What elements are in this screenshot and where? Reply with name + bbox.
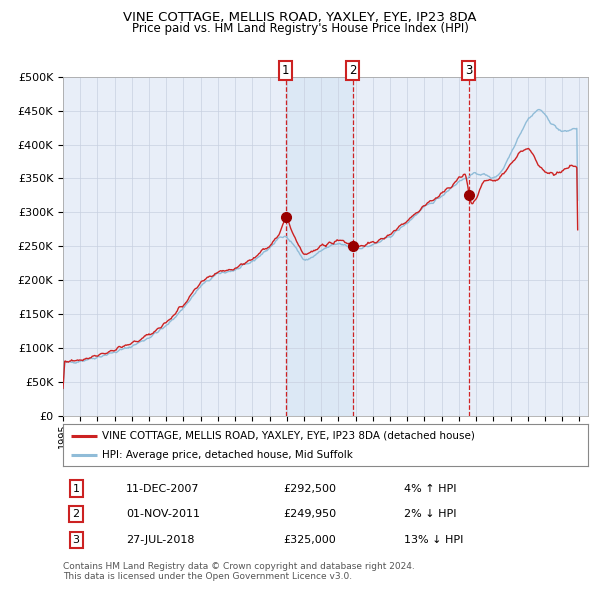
Text: £249,950: £249,950	[284, 509, 337, 519]
Text: £325,000: £325,000	[284, 535, 336, 545]
Text: 2: 2	[349, 64, 356, 77]
Text: VINE COTTAGE, MELLIS ROAD, YAXLEY, EYE, IP23 8DA (detached house): VINE COTTAGE, MELLIS ROAD, YAXLEY, EYE, …	[103, 431, 475, 441]
Text: 11-DEC-2007: 11-DEC-2007	[126, 484, 199, 493]
Text: £292,500: £292,500	[284, 484, 337, 493]
Text: 1: 1	[73, 484, 80, 493]
Text: 3: 3	[73, 535, 80, 545]
Text: Contains HM Land Registry data © Crown copyright and database right 2024.: Contains HM Land Registry data © Crown c…	[63, 562, 415, 571]
Text: 2: 2	[73, 509, 80, 519]
Text: HPI: Average price, detached house, Mid Suffolk: HPI: Average price, detached house, Mid …	[103, 451, 353, 460]
Text: 1: 1	[282, 64, 289, 77]
Bar	[286, 77, 353, 416]
Text: 2% ↓ HPI: 2% ↓ HPI	[404, 509, 457, 519]
Text: 4% ↑ HPI: 4% ↑ HPI	[404, 484, 457, 493]
Text: VINE COTTAGE, MELLIS ROAD, YAXLEY, EYE, IP23 8DA: VINE COTTAGE, MELLIS ROAD, YAXLEY, EYE, …	[123, 11, 477, 24]
Text: 01-NOV-2011: 01-NOV-2011	[126, 509, 200, 519]
Text: This data is licensed under the Open Government Licence v3.0.: This data is licensed under the Open Gov…	[63, 572, 352, 581]
Text: Price paid vs. HM Land Registry's House Price Index (HPI): Price paid vs. HM Land Registry's House …	[131, 22, 469, 35]
Text: 27-JUL-2018: 27-JUL-2018	[126, 535, 194, 545]
Text: 3: 3	[465, 64, 472, 77]
Text: 13% ↓ HPI: 13% ↓ HPI	[404, 535, 464, 545]
